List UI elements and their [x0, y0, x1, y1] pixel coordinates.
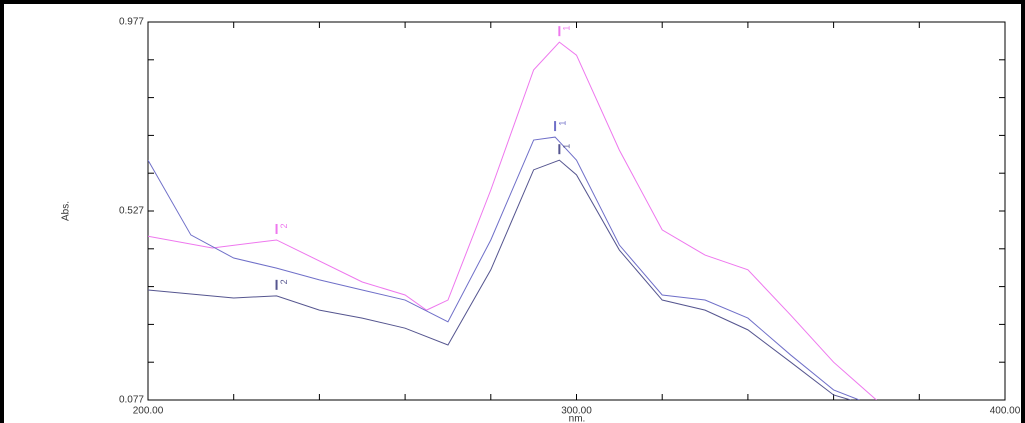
y-tick-label: 0.077	[119, 395, 144, 406]
x-axis-label: nm.	[569, 414, 586, 423]
y-tick-label: 0.977	[119, 17, 144, 28]
x-tick-label: 400.00	[990, 406, 1021, 417]
peak-label: 2	[279, 223, 289, 228]
peak-label: 1	[557, 121, 567, 126]
y-axis-label: Abs.	[61, 201, 72, 221]
spectrum-line	[148, 41, 877, 400]
y-tick-label: 0.527	[119, 206, 144, 217]
spectrum-line	[148, 136, 860, 400]
x-tick-label: 300.00	[561, 406, 592, 417]
peak-label: 2	[279, 279, 289, 284]
plot-area	[147, 21, 1006, 401]
peak-label: 1	[562, 26, 572, 31]
spectrum-line	[148, 159, 851, 400]
x-tick-label: 200.00	[133, 406, 164, 417]
peak-label: 1	[562, 144, 572, 149]
